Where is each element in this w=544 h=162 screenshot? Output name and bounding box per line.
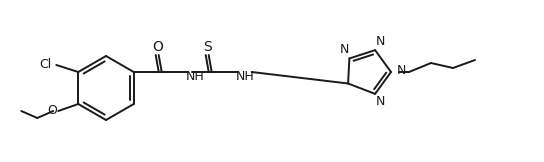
Text: Cl: Cl [39,58,52,70]
Text: N: N [397,64,406,76]
Text: O: O [47,104,57,117]
Text: NH: NH [236,69,254,82]
Text: NH: NH [186,69,204,82]
Text: O: O [152,40,163,54]
Text: S: S [203,40,212,54]
Text: N: N [375,35,385,48]
Text: N: N [339,43,349,56]
Text: N: N [375,95,385,108]
